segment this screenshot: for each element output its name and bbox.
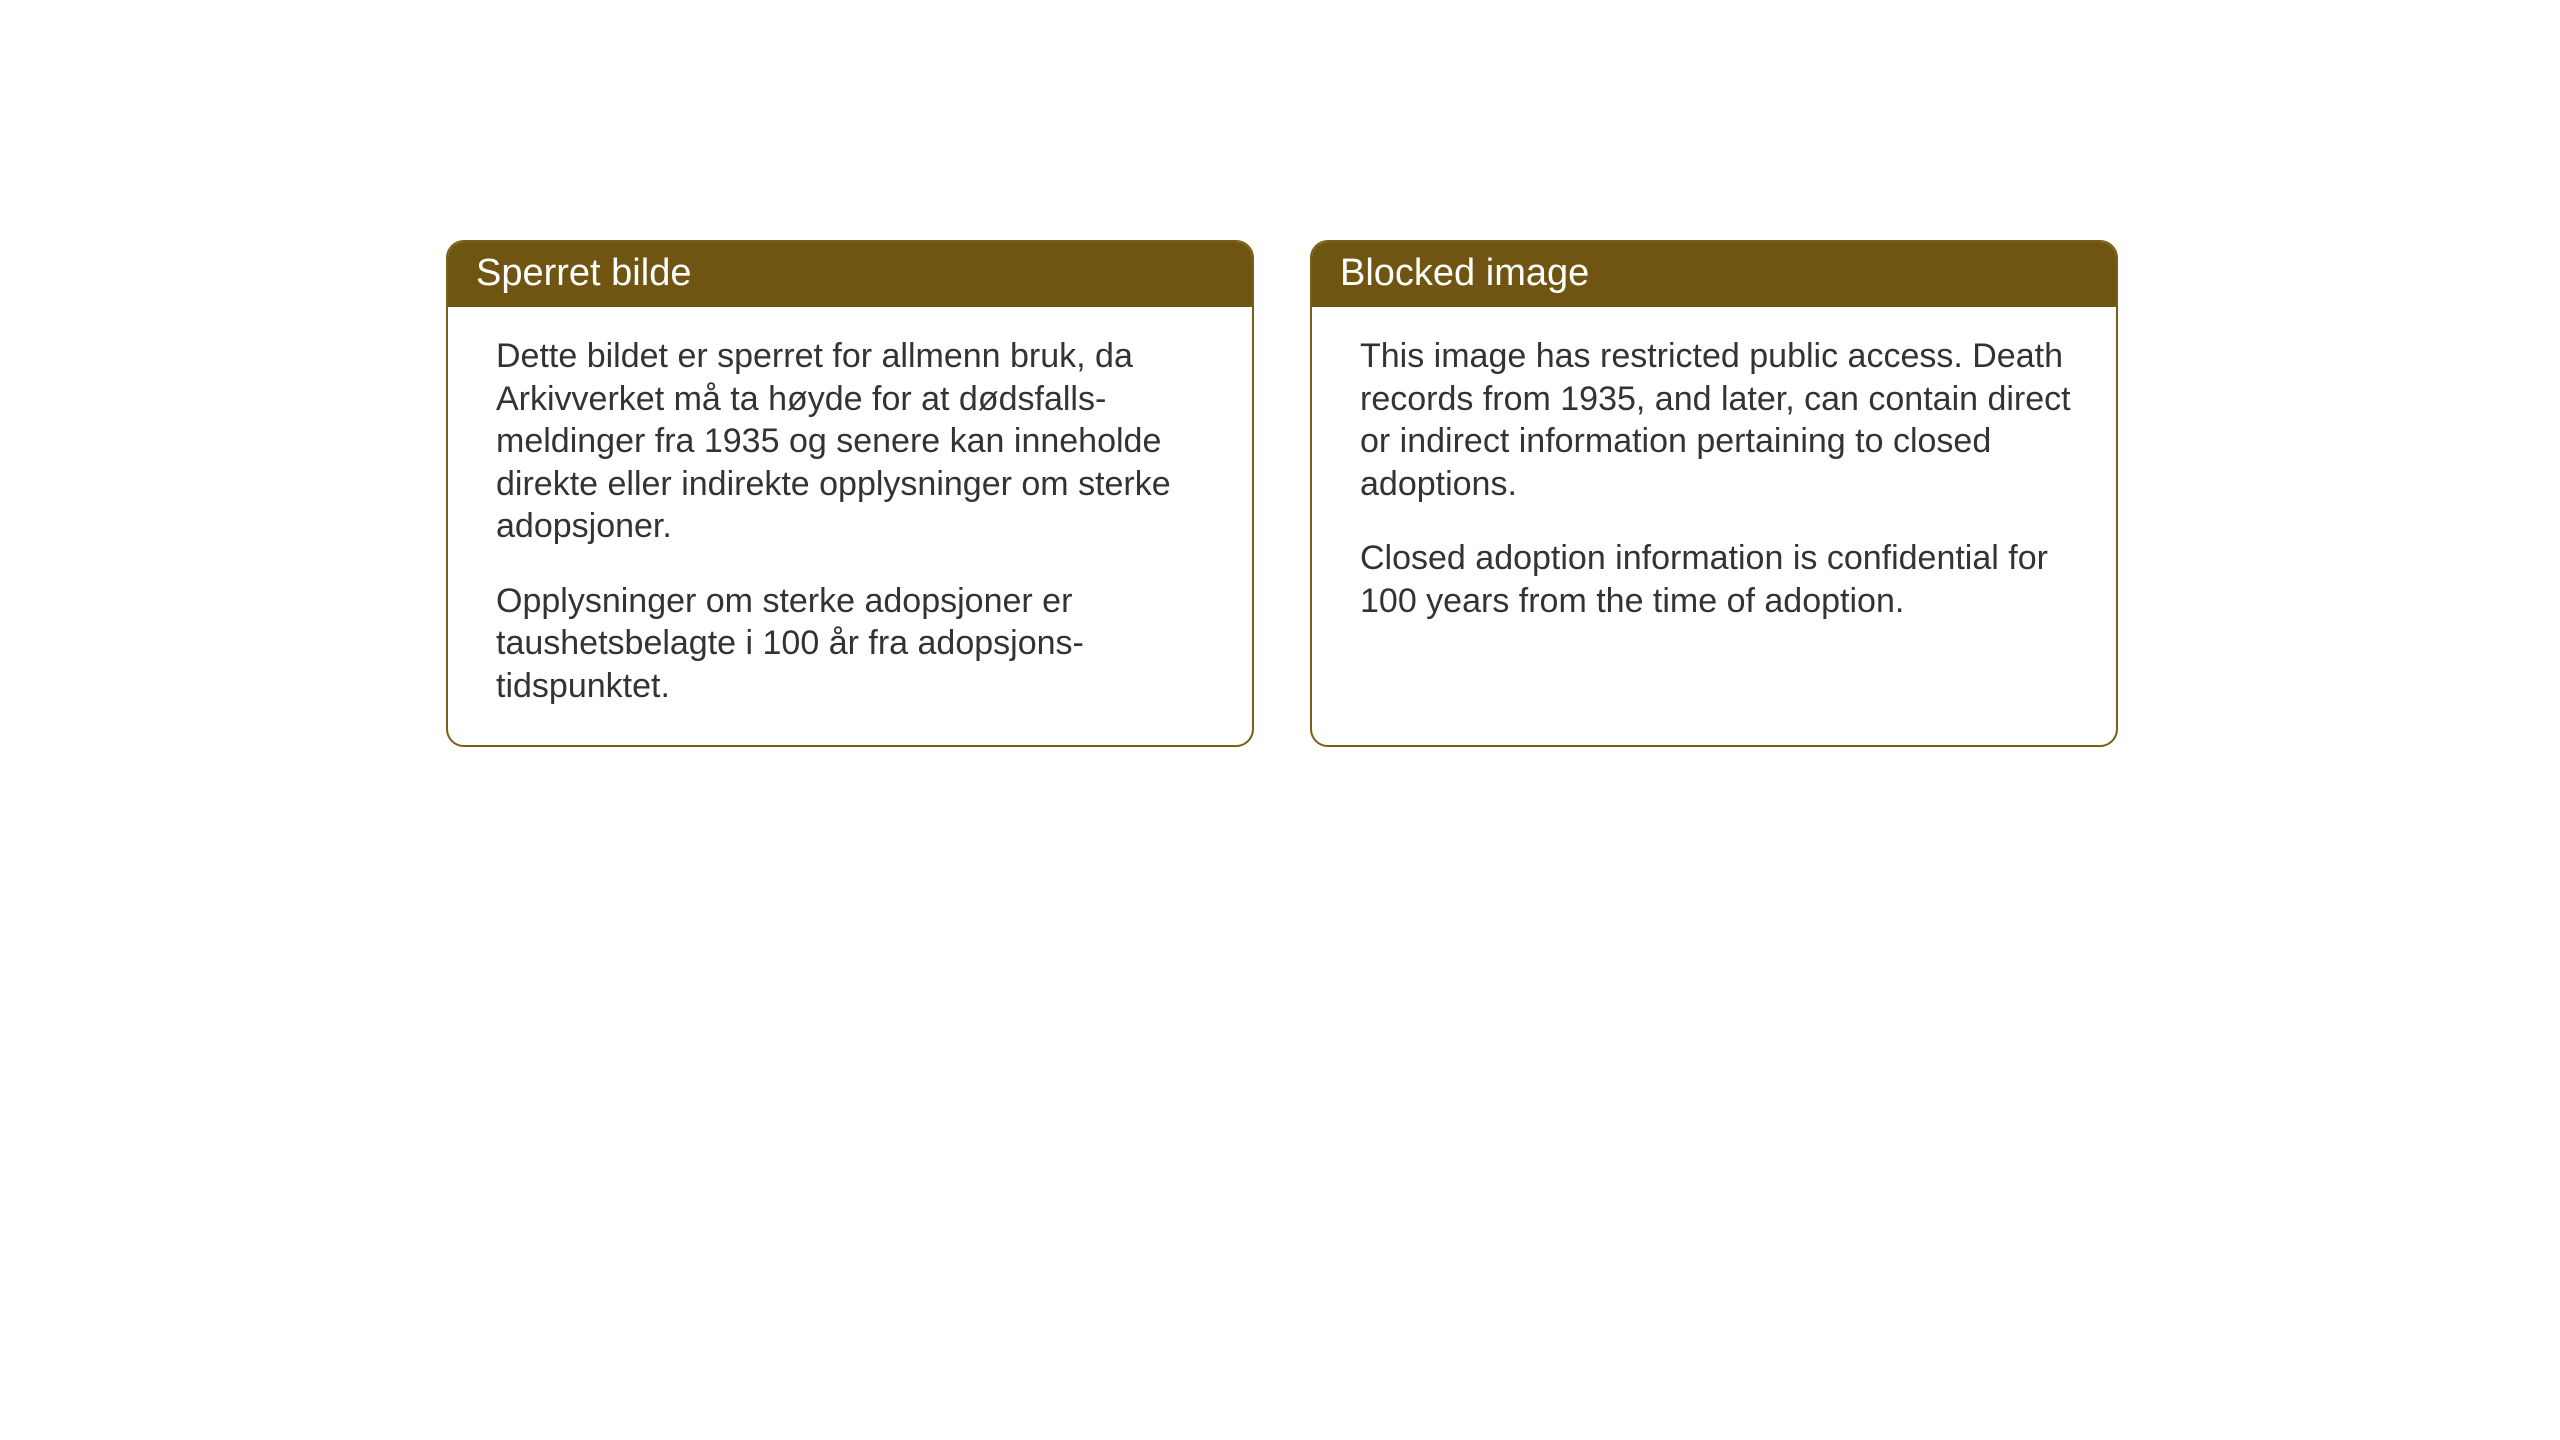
notice-container: Sperret bilde Dette bildet er sperret fo… [446, 240, 2118, 747]
notice-body-english: This image has restricted public access.… [1312, 307, 2116, 660]
notice-box-english: Blocked image This image has restricted … [1310, 240, 2118, 747]
notice-paragraph-2-no: Opplysninger om sterke adopsjoner er tau… [496, 580, 1212, 708]
notice-body-norwegian: Dette bildet er sperret for allmenn bruk… [448, 307, 1252, 745]
notice-box-norwegian: Sperret bilde Dette bildet er sperret fo… [446, 240, 1254, 747]
notice-paragraph-2-en: Closed adoption information is confident… [1360, 537, 2076, 622]
notice-header-norwegian: Sperret bilde [448, 242, 1252, 307]
notice-paragraph-1-en: This image has restricted public access.… [1360, 335, 2076, 505]
notice-header-english: Blocked image [1312, 242, 2116, 307]
notice-paragraph-1-no: Dette bildet er sperret for allmenn bruk… [496, 335, 1212, 548]
